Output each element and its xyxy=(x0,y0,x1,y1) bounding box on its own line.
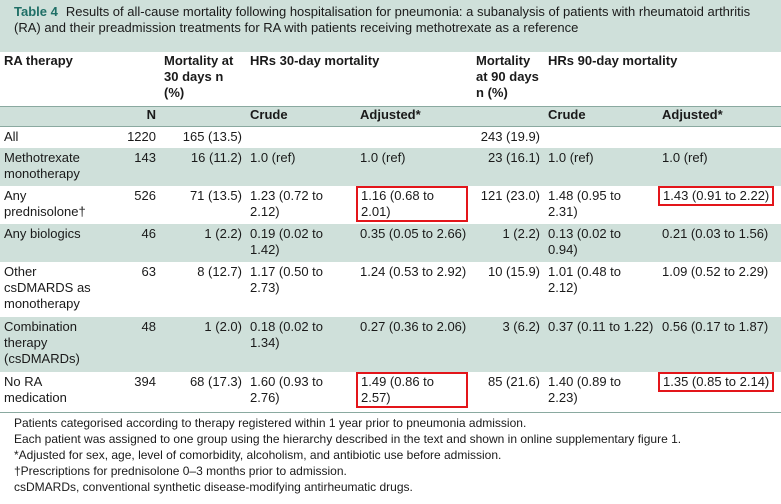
mortality-table: RA therapy Mortality at 30 days n (%) HR… xyxy=(0,53,781,413)
cell-therapy: Any prednisolone† xyxy=(4,188,86,219)
cell-mortality-90: 243 (19.9) xyxy=(480,128,541,144)
cell-mortality-90: 121 (23.0) xyxy=(480,188,541,203)
cell-mortality-90: 10 (15.9) xyxy=(487,264,541,279)
cell-adjusted-90: 1.09 (0.52 to 2.29) xyxy=(662,264,769,279)
cell-crude-90: 0.13 (0.02 to 0.94) xyxy=(544,224,659,262)
cell-mortality-90: 85 (21.6) xyxy=(472,372,545,413)
cell-mortality-90: 3 (6.2) xyxy=(472,317,545,372)
cell-crude-30: 0.18 (0.02 to 1.34) xyxy=(246,317,356,372)
cell-adjusted-30: 1.0 (ref) xyxy=(356,148,473,186)
cell-adjusted-90 xyxy=(658,126,781,148)
cell-crude-30: 1.17 (0.50 to 2.73) xyxy=(250,264,323,295)
cell-crude-30: 1.23 (0.72 to 2.12) xyxy=(250,188,323,219)
cell-therapy: Other csDMARDS as monotherapy xyxy=(4,264,91,311)
header-ra-therapy: RA therapy xyxy=(4,53,73,68)
footnote: *Adjusted for sex, age, level of comorbi… xyxy=(14,448,502,462)
cell-n: 46 xyxy=(104,224,160,262)
cell-mortality-30: 8 (12.7) xyxy=(197,264,242,279)
cell-mortality-90: 23 (16.1) xyxy=(472,148,545,186)
caption-text: Results of all-cause mortality following… xyxy=(14,4,751,35)
cell-therapy: No RA medication xyxy=(0,372,104,413)
header-row-1: RA therapy Mortality at 30 days n (%) HR… xyxy=(0,53,781,106)
header-crude-30: Crude xyxy=(246,105,356,127)
cell-crude-90: 1.0 (ref) xyxy=(544,148,659,186)
cell-n: 63 xyxy=(141,264,156,279)
cell-mortality-30: 16 (11.2) xyxy=(160,148,246,186)
table-caption: Table 4 Results of all-cause mortality fo… xyxy=(0,0,781,52)
cell-adjusted-30: 0.35 (0.05 to 2.66) xyxy=(356,224,473,262)
table-row: Combination therapy (csDMARDs) 48 1 (2.0… xyxy=(0,317,781,372)
cell-n: 394 xyxy=(104,372,160,413)
header-row-2: N Crude Adjusted* Crude Adjusted* xyxy=(0,105,781,127)
cell-crude-90: 0.37 (0.11 to 1.22) xyxy=(544,317,659,372)
cell-therapy: Any biologics xyxy=(0,224,104,262)
cell-therapy: All xyxy=(4,128,19,144)
cell-crude-30: 1.60 (0.93 to 2.76) xyxy=(246,372,356,413)
cell-adjusted-30 xyxy=(356,126,472,148)
table-row: Any biologics 46 1 (2.2) 0.19 (0.02 to 1… xyxy=(0,224,781,262)
header-n: N xyxy=(104,105,160,127)
footnote: Each patient was assigned to one group u… xyxy=(14,432,682,446)
table-footnotes: Patients categorised according to therap… xyxy=(14,415,774,495)
cell-n: 526 xyxy=(134,188,156,203)
cell-n: 48 xyxy=(104,317,160,372)
table-row: Other csDMARDS as monotherapy 63 8 (12.7… xyxy=(0,262,781,317)
table-row: All 1220 165 (13.5) 243 (19.9) xyxy=(0,126,781,148)
cell-crude-90: 1.40 (0.89 to 2.23) xyxy=(544,372,659,413)
footnote: Patients categorised according to therap… xyxy=(14,416,527,430)
cell-mortality-30: 165 (13.5) xyxy=(182,128,242,144)
header-mortality-30: Mortality at 30 days n (%) xyxy=(164,53,234,100)
cell-crude-90: 1.48 (0.95 to 2.31) xyxy=(548,188,622,219)
cell-adjusted-30: 0.27 (0.36 to 2.06) xyxy=(356,317,473,372)
cell-n: 1220 xyxy=(127,128,156,144)
cell-crude-30 xyxy=(246,126,356,148)
cell-crude-30: 0.19 (0.02 to 1.42) xyxy=(246,224,356,262)
cell-adjusted-30: 1.24 (0.53 to 2.92) xyxy=(360,264,467,279)
highlight-box: 1.35 (0.85 to 2.14) xyxy=(658,372,775,392)
highlight-box: 1.16 (0.68 to 2.01) xyxy=(356,186,469,222)
cell-mortality-30: 71 (13.5) xyxy=(189,188,242,203)
header-adjusted-30: Adjusted* xyxy=(356,105,473,127)
cell-mortality-30: 1 (2.0) xyxy=(160,317,246,372)
highlight-box: 1.49 (0.86 to 2.57) xyxy=(356,372,469,408)
header-mortality-90: Mortality at 90 days n (%) xyxy=(476,53,539,100)
cell-crude-90: 1.01 (0.48 to 2.12) xyxy=(548,264,622,295)
header-crude-90: Crude xyxy=(544,105,659,127)
cell-crude-30: 1.0 (ref) xyxy=(246,148,356,186)
cell-crude-90 xyxy=(544,126,658,148)
highlight-box: 1.43 (0.91 to 2.22) xyxy=(658,186,775,206)
cell-mortality-90: 1 (2.2) xyxy=(472,224,545,262)
header-adjusted-90: Adjusted* xyxy=(658,105,781,127)
table-row: No RA medication 394 68 (17.3) 1.60 (0.9… xyxy=(0,372,781,413)
cell-therapy: Combination therapy (csDMARDs) xyxy=(0,317,104,372)
table-number: Table 4 xyxy=(14,4,58,19)
table-row: Any prednisolone† 526 71 (13.5) 1.23 (0.… xyxy=(0,186,781,224)
table-row: Methotrexate monotherapy 143 16 (11.2) 1… xyxy=(0,148,781,186)
footnote: †Prescriptions for prednisolone 0–3 mont… xyxy=(14,464,347,478)
cell-mortality-30: 68 (17.3) xyxy=(160,372,246,413)
header-hr-90: HRs 90-day mortality xyxy=(548,53,678,68)
footnote: csDMARDs, conventional synthetic disease… xyxy=(14,480,413,494)
cell-mortality-30: 1 (2.2) xyxy=(160,224,246,262)
header-hr-30: HRs 30-day mortality xyxy=(250,53,380,68)
cell-n: 143 xyxy=(104,148,160,186)
cell-therapy: Methotrexate monotherapy xyxy=(0,148,104,186)
cell-adjusted-90: 0.21 (0.03 to 1.56) xyxy=(658,224,781,262)
cell-adjusted-90: 1.0 (ref) xyxy=(658,148,781,186)
cell-adjusted-90: 0.56 (0.17 to 1.87) xyxy=(658,317,781,372)
